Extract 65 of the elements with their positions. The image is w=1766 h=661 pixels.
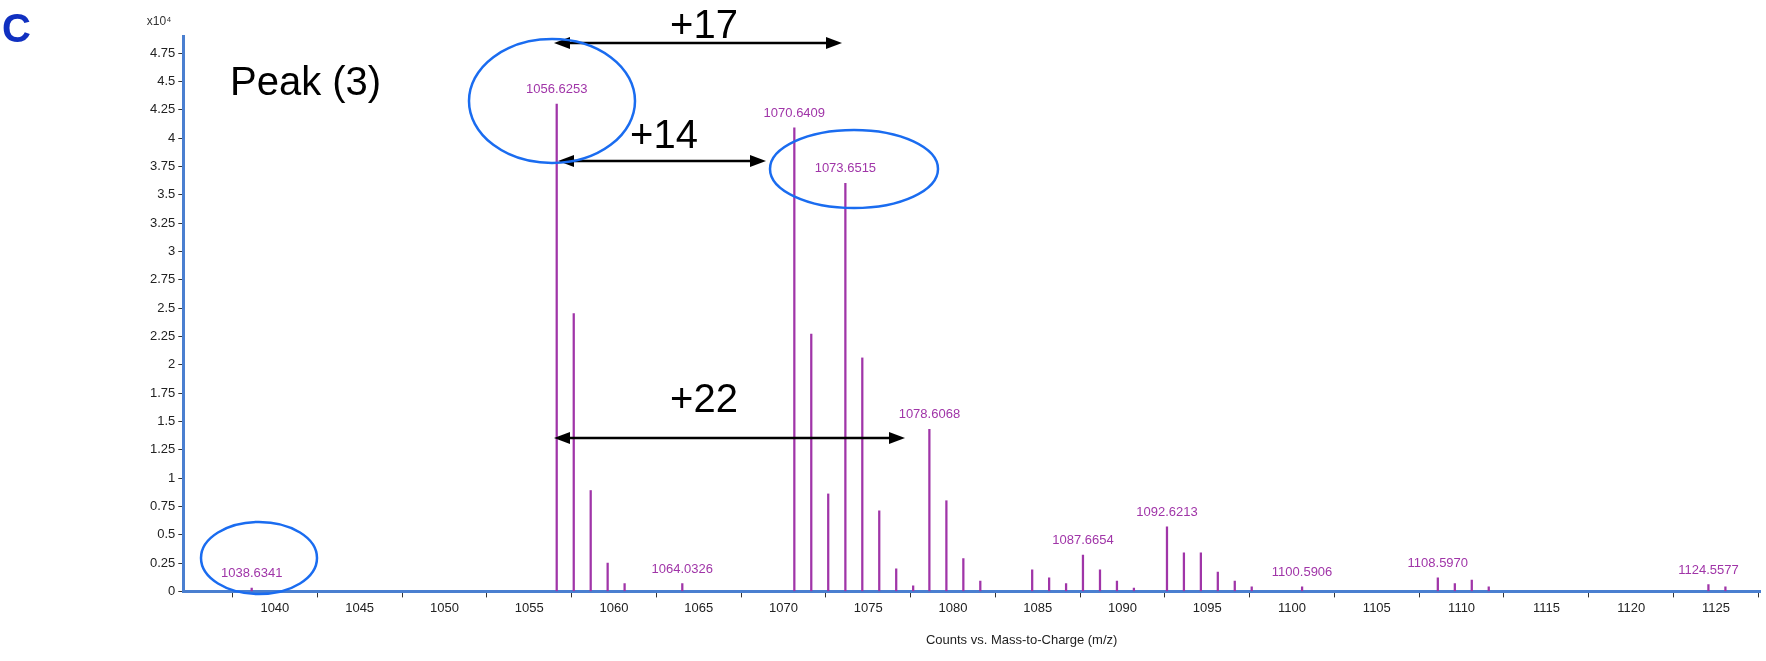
x-tick-label: 1125 [1701,599,1730,615]
x-axis-title: Counts vs. Mass-to-Charge (m/z) [925,632,1118,648]
bar [945,500,948,592]
x-tick-label: 1120 [1617,599,1646,615]
annotation: 1087.6654 [1052,532,1114,548]
annotation: 1064.0326 [651,560,714,576]
bar [1436,577,1439,592]
y-tick-label: 1 [168,469,176,485]
y-axis-title: x10⁴ [146,14,172,29]
y-tick-label: 3.75 [149,157,176,173]
x-tick-label: 1075 [853,599,883,615]
y-tick-label: 3 [168,242,176,258]
bar [1707,584,1710,592]
x-tick-label: 1040 [260,599,290,615]
bar [1048,577,1051,592]
annotation: +17 [670,2,738,46]
y-tick-label: 4.25 [149,101,176,117]
y-tick-label: 0.5 [157,526,176,542]
y-tick-label: 3.25 [149,214,176,230]
annotation: 1092.6213 [1136,503,1198,519]
x-tick-label: 1045 [345,599,375,615]
x-tick-label: 1095 [1192,599,1222,615]
y-tick-label: 0 [168,582,176,598]
x-tick-label: 1055 [514,599,544,615]
x-tick-label: 1090 [1108,599,1137,615]
annotation: +14 [630,112,698,156]
x-tick-label: 1100 [1278,599,1307,615]
y-tick-label: 4.5 [157,72,176,88]
annotation: 1078.6068 [898,406,961,422]
annotation: 1108.5970 [1407,554,1469,570]
bar [623,583,626,592]
annotation: 1070.6409 [763,104,826,120]
annotation: 1124.5577 [1678,561,1739,577]
x-tick-label: 1065 [684,599,714,615]
y-tick-label: 2.5 [157,299,176,315]
y-tick-label: 4.75 [149,44,176,60]
x-tick-label: 1080 [938,599,968,615]
annotation: 1038.6341 [220,565,283,581]
annotation: 1100.5906 [1271,563,1333,579]
annotation: +22 [670,376,738,420]
y-tick-label: 1.25 [149,441,176,457]
y-tick-label: 2.25 [149,327,176,343]
y-tick-label: 4 [168,129,176,145]
y-tick-label: 1.75 [149,384,176,400]
x-tick-label: 1115 [1532,599,1560,615]
annotation: Peak (3) [230,59,382,103]
x-tick-label: 1070 [769,599,798,615]
bar [928,428,931,592]
bar [1724,586,1727,592]
y-tick-label: 3.5 [157,186,176,202]
bar [912,585,915,592]
annotation: 1056.6253 [525,81,588,97]
y-tick-label: 0.75 [149,497,176,513]
bar [844,183,847,592]
text: C [2,6,31,50]
x-tick-label: 1085 [1023,599,1053,615]
y-tick-label: 1.5 [157,412,176,428]
annotation: 1073.6515 [814,160,877,176]
x-tick-label: 1110 [1448,599,1476,615]
x-tick-label: 1105 [1362,599,1391,615]
y-tick-label: 2 [168,356,176,372]
x-tick-label: 1060 [599,599,629,615]
x-tick-label: 1050 [429,599,459,615]
y-tick-label: 2.75 [149,271,176,287]
y-tick-label: 0.25 [149,554,176,570]
